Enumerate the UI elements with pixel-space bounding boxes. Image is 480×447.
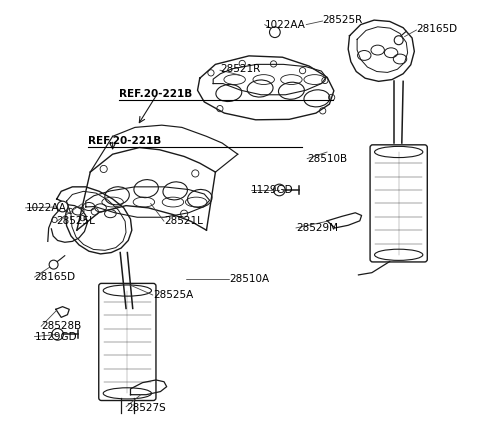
Text: 28528B: 28528B <box>41 321 81 331</box>
Text: 28525L: 28525L <box>57 216 96 226</box>
Text: 1129GD: 1129GD <box>35 333 77 342</box>
Text: 28527S: 28527S <box>126 403 166 413</box>
Text: 28165D: 28165D <box>35 272 75 282</box>
Text: 1022AA: 1022AA <box>25 203 66 213</box>
Text: REF.20-221B: REF.20-221B <box>88 136 161 146</box>
Circle shape <box>57 201 68 212</box>
Text: 28525R: 28525R <box>323 15 363 25</box>
Text: 28510B: 28510B <box>307 154 347 164</box>
Text: 1129GD: 1129GD <box>251 185 294 195</box>
Circle shape <box>274 184 285 196</box>
Text: 28529M: 28529M <box>296 223 338 233</box>
Text: 1022AA: 1022AA <box>264 20 305 30</box>
Text: 28521L: 28521L <box>164 216 203 226</box>
Circle shape <box>269 27 280 38</box>
Circle shape <box>394 36 403 45</box>
Text: 28525A: 28525A <box>153 290 193 300</box>
Text: 28521R: 28521R <box>220 64 260 74</box>
Text: REF.20-221B: REF.20-221B <box>120 89 192 99</box>
Text: 28165D: 28165D <box>417 24 458 34</box>
Circle shape <box>49 260 58 269</box>
Circle shape <box>52 329 63 340</box>
Text: 28510A: 28510A <box>229 274 269 284</box>
